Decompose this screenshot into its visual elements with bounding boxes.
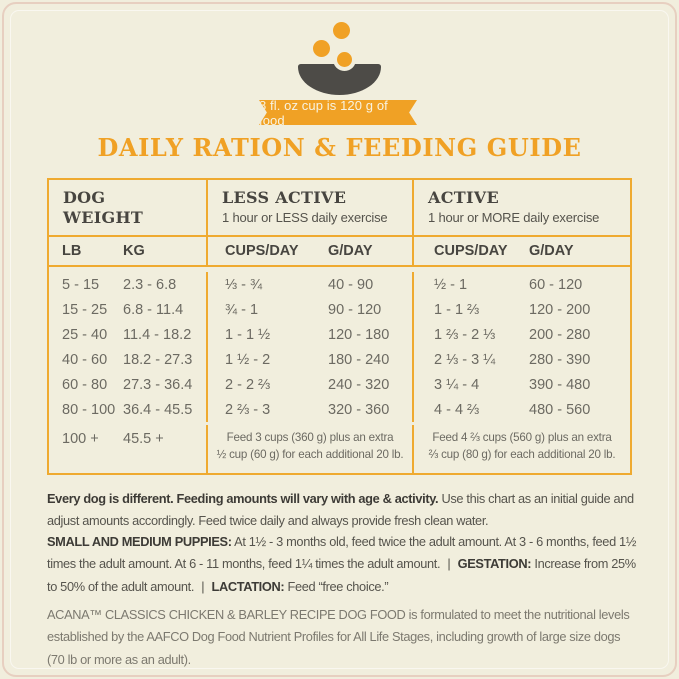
group-subtitle-active: 1 hour or MORE daily exercise — [428, 210, 600, 225]
column-header-kg: KG — [123, 243, 145, 259]
lb-range: 100 + — [62, 431, 99, 447]
life-stage-note: SMALL AND MEDIUM PUPPIES: At 1½ - 3 mont… — [47, 531, 639, 598]
grams-less-active: 240 - 320 — [328, 376, 390, 393]
column-header-lb: LB — [62, 243, 82, 259]
header-active: ACTIVE 1 hour or MORE daily exercise — [412, 180, 630, 235]
lb-range: 5 - 15 — [62, 276, 100, 293]
table-body: 5 - 15 2.3 - 6.8 ⅓ - ¾ 40 - 90 ½ - 1 60 - 1… — [49, 267, 630, 425]
kg-range: 45.5 + — [123, 431, 164, 447]
subheader-less-active: CUPS/DAY G/DAY — [206, 237, 412, 265]
kibble-dot-icon — [333, 22, 350, 39]
grams-active: 390 - 480 — [529, 376, 591, 393]
lb-range: 80 - 100 — [62, 401, 116, 418]
table-row: 40 - 60 18.2 - 27.3 1 ½ - 2 180 - 240 2 ⅓ … — [49, 347, 630, 372]
header-dog-weight: DOG WEIGHT — [49, 180, 206, 235]
column-header-cups-less-active: CUPS/DAY — [225, 243, 299, 259]
grams-less-active: 120 - 180 — [328, 326, 390, 343]
aafco-statement: ACANA™ CLASSICS CHICKEN & BARLEY RECIPE … — [47, 607, 630, 667]
grams-less-active: 320 - 360 — [328, 401, 390, 418]
cups-less-active: 1 ½ - 2 — [225, 351, 271, 368]
puppies-text: At 1½ - 3 months old, feed twice the adu… — [47, 534, 637, 572]
general-note-bold: Every dog is different. Feeding amounts … — [47, 491, 439, 506]
grams-active: 280 - 390 — [529, 351, 591, 368]
general-note-rest: Use this chart as an initial guide and a… — [47, 491, 634, 529]
table-overflow-row: 100 + 45.5 + Feed 3 cups (360 g) plus an… — [49, 425, 630, 473]
table-row: 5 - 15 2.3 - 6.8 ⅓ - ¾ 40 - 90 ½ - 1 60 - 1… — [49, 272, 630, 297]
dog-bowl-icon — [298, 64, 381, 95]
grams-active: 480 - 560 — [529, 401, 591, 418]
kg-range: 27.3 - 36.4 — [123, 376, 193, 393]
table-row: 15 - 25 6.8 - 11.4 ¾ - 1 90 - 120 1 - 1 ⅔ 1… — [49, 297, 630, 322]
gestation-text: Increase from 25% to 50% of the adult am… — [47, 556, 636, 594]
pipe-separator: | — [447, 556, 451, 572]
cups-active: 2 ⅓ - 3 ¼ — [434, 351, 496, 368]
kg-range: 11.4 - 18.2 — [123, 326, 192, 343]
header-less-active: LESS ACTIVE 1 hour or LESS daily exercis… — [206, 180, 412, 235]
lb-range: 40 - 60 — [62, 351, 108, 368]
column-header-cups-active: CUPS/DAY — [434, 243, 508, 259]
table-row: 25 - 40 11.4 - 18.2 1 - 1 ½ 120 - 180 1 ⅔ … — [49, 322, 630, 347]
table-header-row: DOG WEIGHT LESS ACTIVE 1 hour or LESS da… — [49, 180, 630, 235]
grams-less-active: 90 - 120 — [328, 301, 382, 318]
cups-less-active: 2 ⅔ - 3 — [225, 401, 271, 418]
kg-range: 18.2 - 27.3 — [123, 351, 193, 368]
grams-active: 120 - 200 — [529, 301, 591, 318]
active-overflow-note: Feed 4 ⅔ cups (560 g) plus an extra ⅔ cu… — [412, 425, 630, 473]
kg-range: 6.8 - 11.4 — [123, 301, 184, 318]
grams-active: 60 - 120 — [529, 276, 583, 293]
lactation-text: Feed “free choice.” — [287, 578, 389, 594]
group-subtitle-less-active: 1 hour or LESS daily exercise — [222, 210, 388, 225]
table-subheader-row: LB KG CUPS/DAY G/DAY CUPS/DAY G/DAY — [49, 235, 630, 267]
group-title-less-active: LESS ACTIVE — [222, 188, 347, 207]
grams-active: 200 - 280 — [529, 326, 591, 343]
lb-range: 60 - 80 — [62, 376, 108, 393]
column-header-grams-less-active: G/DAY — [328, 243, 373, 259]
grams-less-active: 180 - 240 — [328, 351, 390, 368]
lactation-label: LACTATION: — [211, 578, 285, 594]
column-header-grams-active: G/DAY — [529, 243, 574, 259]
kg-range: 2.3 - 6.8 — [123, 276, 177, 293]
kibble-dot-icon — [337, 52, 352, 67]
subheader-weight-units: LB KG — [49, 237, 206, 265]
subheader-active: CUPS/DAY G/DAY — [412, 237, 630, 265]
group-title-dog-weight: DOG WEIGHT — [63, 188, 144, 227]
cups-less-active: 1 - 1 ½ — [225, 326, 271, 343]
cup-measure-text: 8 fl. oz cup is 120 g of food — [259, 97, 388, 128]
cups-active: 3 ¼ - 4 — [434, 376, 480, 393]
less-active-overflow-note: Feed 3 cups (360 g) plus an extra ½ cup … — [206, 425, 412, 473]
cups-less-active: ⅓ - ¾ — [225, 276, 263, 293]
general-feeding-note: Every dog is different. Feeding amounts … — [47, 488, 639, 533]
cups-active: 4 - 4 ⅔ — [434, 401, 480, 418]
cups-active: 1 ⅔ - 2 ⅓ — [434, 326, 496, 343]
kg-range: 36.4 - 45.5 — [123, 401, 193, 418]
gestation-label: GESTATION: — [457, 556, 532, 572]
cups-active: 1 - 1 ⅔ — [434, 301, 480, 318]
cups-less-active: ¾ - 1 — [225, 301, 259, 318]
feeding-guide-table: DOG WEIGHT LESS ACTIVE 1 hour or LESS da… — [47, 178, 632, 475]
grams-less-active: 40 - 90 — [328, 276, 374, 293]
puppies-label: SMALL AND MEDIUM PUPPIES: — [47, 534, 232, 549]
kibble-dot-icon — [313, 40, 330, 57]
pipe-separator: | — [201, 578, 205, 594]
table-row: 60 - 80 27.3 - 36.4 2 - 2 ⅔ 240 - 320 3 ¼ … — [49, 372, 630, 397]
page-title: DAILY RATION & FEEDING GUIDE — [97, 133, 582, 162]
lb-range: 25 - 40 — [62, 326, 108, 343]
cups-less-active: 2 - 2 ⅔ — [225, 376, 271, 393]
cups-active: ½ - 1 — [434, 276, 468, 293]
table-row: 80 - 100 36.4 - 45.5 2 ⅔ - 3 320 - 360 4 -… — [49, 397, 630, 422]
group-title-active: ACTIVE — [428, 188, 499, 207]
cup-measure-ribbon: 8 fl. oz cup is 120 g of food — [259, 100, 417, 125]
lb-range: 15 - 25 — [62, 301, 108, 318]
